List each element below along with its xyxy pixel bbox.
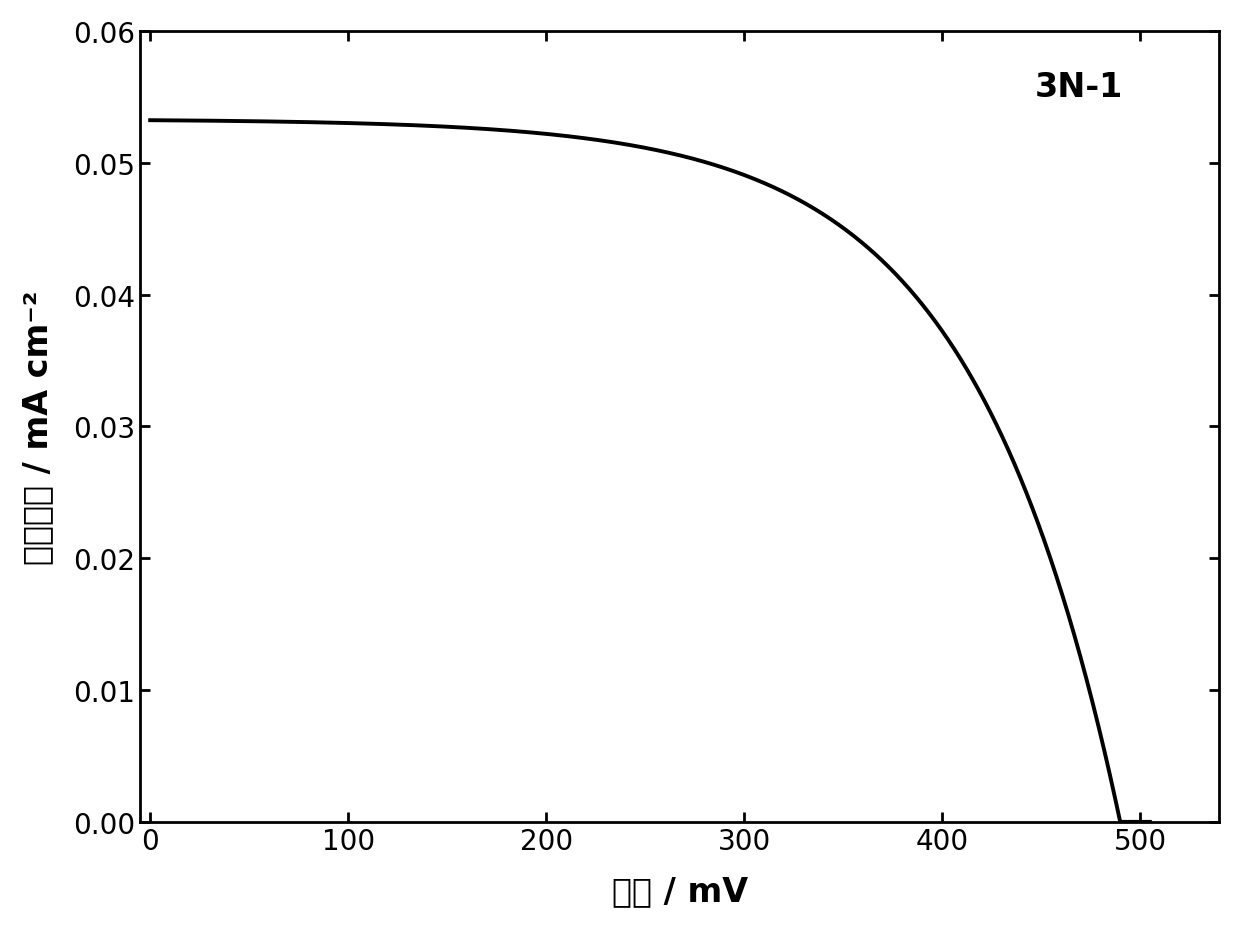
Y-axis label: 电流密度 / mA cm⁻²: 电流密度 / mA cm⁻² [21,290,53,564]
X-axis label: 电压 / mV: 电压 / mV [611,874,748,908]
Text: 3N-1: 3N-1 [1035,71,1123,104]
